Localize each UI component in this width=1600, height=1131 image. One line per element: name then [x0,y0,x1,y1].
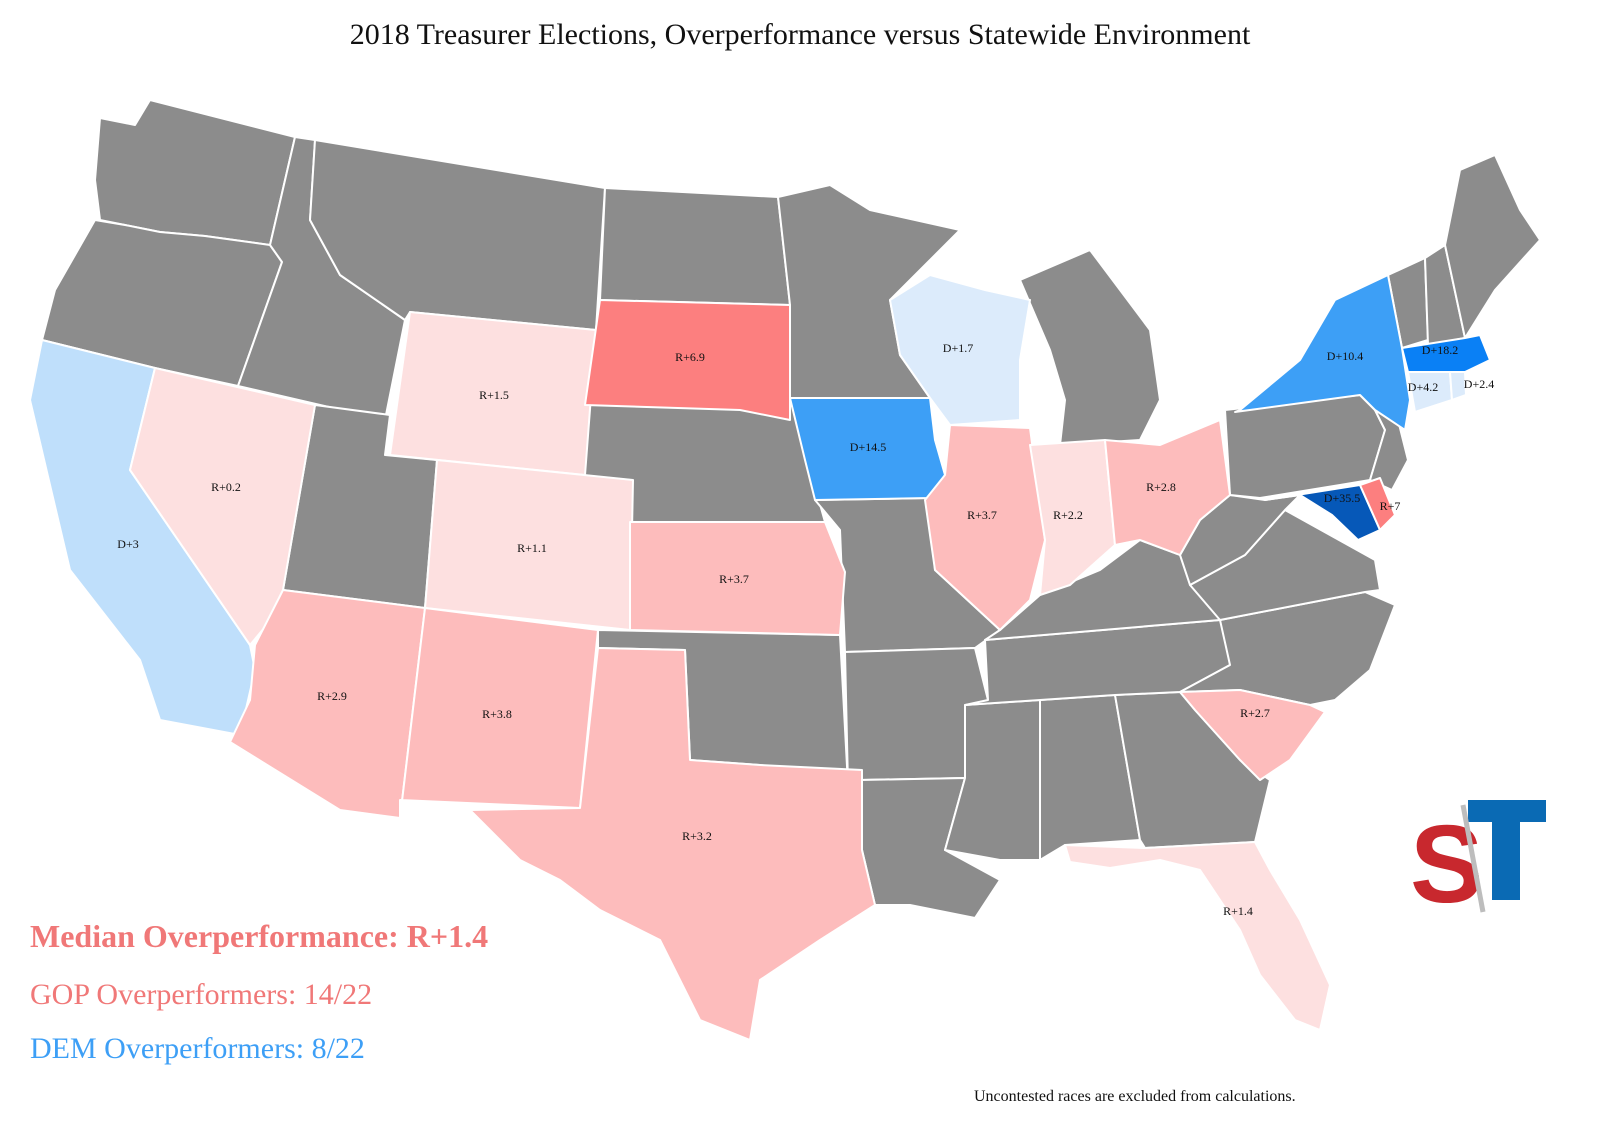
state-RI [1449,371,1467,401]
state-label-NY: D+10.4 [1327,349,1363,363]
state-label-RI: D+2.4 [1464,377,1494,391]
state-KS [629,521,846,636]
median-overperformance: Median Overperformance: R+1.4 [30,918,489,954]
state-label-SD: R+6.9 [675,350,705,364]
state-FL [1064,841,1331,1031]
state-label-CO: R+1.1 [517,541,547,555]
state-label-NV: R+0.2 [211,480,241,494]
state-NM [399,607,599,819]
state-TX [469,647,876,1041]
state-SC [1179,689,1326,781]
state-label-SC: R+2.7 [1240,706,1270,720]
state-label-FL: R+1.4 [1223,904,1253,918]
state-label-NM: R+3.8 [482,707,512,721]
state-label-MA: D+18.2 [1422,343,1458,357]
state-OH [1104,419,1231,556]
state-label-CA: D+3 [117,537,138,551]
dem-overperformers: DEM Overperformers: 8/22 [30,1032,365,1065]
footnote: Uncontested races are excluded from calc… [974,1088,1296,1105]
st-logo: S [1410,800,1546,915]
state-MI [1019,249,1161,446]
state-ND [599,187,791,306]
state-DE [1359,477,1396,531]
state-WA [94,99,296,246]
state-label-CT: D+4.2 [1408,380,1438,394]
race-states [29,274,1491,1041]
state-NY [1234,274,1411,431]
state-label-WI: D+1.7 [943,341,973,355]
state-label-KS: R+3.7 [719,572,749,586]
logo-t-stem [1492,800,1520,900]
state-WI [889,274,1031,426]
state-SD [584,299,791,421]
state-labels: D+3 R+0.2 R+1.5 R+1.1 R+6.9 R+3.7 R+2.9 R+3.8 R+… [117,341,1494,918]
map-title: 2018 Treasurer Elections, Overperformanc… [349,18,1251,51]
state-label-IL: R+3.7 [967,508,997,522]
state-label-IN: R+2.2 [1053,508,1083,522]
state-NC [1179,591,1396,706]
state-label-AZ: R+2.9 [317,689,347,703]
state-label-WY: R+1.5 [479,388,509,402]
state-label-DE: R+7 [1380,499,1401,513]
gop-overperformers: GOP Overperformers: 14/22 [30,978,373,1011]
logo-slash [1460,804,1486,913]
state-label-TX: R+3.2 [682,829,712,843]
state-ME [1444,154,1541,339]
state-label-IA: D+14.5 [850,440,886,454]
state-label-OH: R+2.8 [1146,480,1176,494]
state-label-MD: D+35.5 [1324,491,1360,505]
